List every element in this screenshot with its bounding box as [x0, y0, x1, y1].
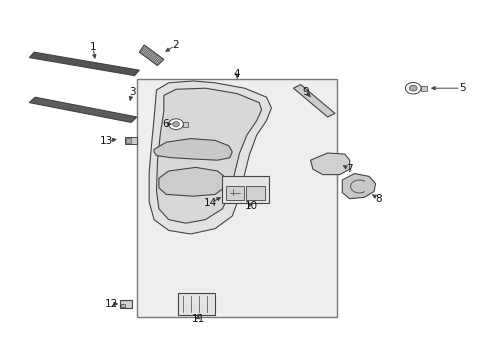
Polygon shape [29, 97, 137, 122]
Text: 4: 4 [233, 69, 240, 79]
Text: 11: 11 [191, 314, 204, 324]
Polygon shape [154, 139, 232, 160]
Polygon shape [149, 81, 271, 234]
Text: 13: 13 [100, 136, 113, 146]
Text: 7: 7 [346, 164, 352, 174]
Bar [137, 79, 337, 317]
Polygon shape [159, 167, 224, 196]
Bar [121, 304, 125, 307]
Polygon shape [342, 174, 375, 199]
Bar [225, 186, 244, 200]
Bar [420, 86, 426, 91]
Polygon shape [139, 45, 163, 66]
Text: 3: 3 [128, 87, 135, 97]
Text: 1: 1 [89, 42, 96, 52]
Bar [183, 122, 188, 127]
Text: 8: 8 [375, 194, 382, 204]
Text: 10: 10 [245, 201, 258, 211]
Polygon shape [29, 52, 139, 76]
Bar [120, 300, 131, 308]
Circle shape [408, 85, 416, 91]
Bar [178, 293, 215, 315]
Polygon shape [310, 153, 349, 175]
Bar [124, 137, 137, 144]
Text: 14: 14 [203, 198, 217, 208]
Text: 6: 6 [162, 119, 168, 129]
Text: 12: 12 [104, 299, 118, 309]
Bar [126, 138, 130, 143]
Bar [245, 186, 264, 200]
Circle shape [168, 119, 183, 130]
Circle shape [405, 82, 420, 94]
Bar [222, 176, 268, 203]
Polygon shape [293, 85, 334, 117]
Text: 5: 5 [458, 83, 465, 93]
Circle shape [172, 122, 179, 127]
Text: 2: 2 [172, 40, 179, 50]
Polygon shape [156, 88, 261, 223]
Text: 9: 9 [302, 87, 308, 97]
